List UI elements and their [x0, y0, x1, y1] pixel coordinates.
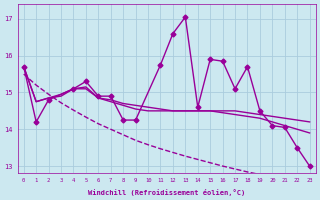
X-axis label: Windchill (Refroidissement éolien,°C): Windchill (Refroidissement éolien,°C)	[88, 189, 245, 196]
